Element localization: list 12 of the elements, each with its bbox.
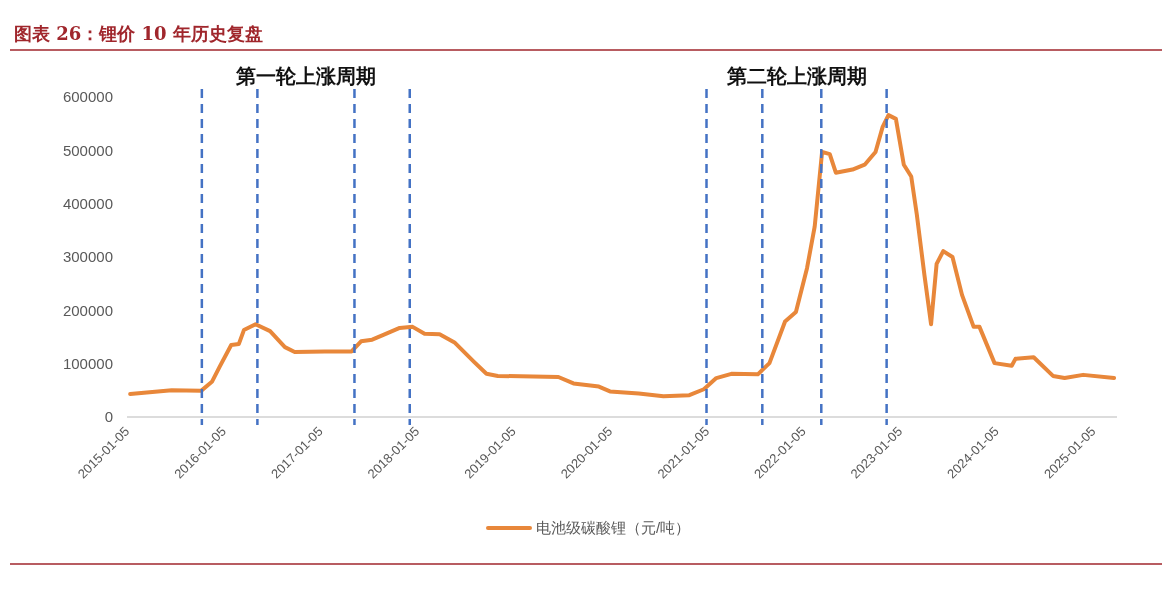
- y-tick-label: 400000: [62, 194, 113, 212]
- y-tick-label: 600000: [62, 88, 113, 106]
- line-series: [128, 113, 1117, 399]
- y-tick-label: 200000: [62, 301, 113, 319]
- text: 第一轮上涨周期: [234, 64, 376, 88]
- y-tick-label: 300000: [62, 248, 113, 266]
- y-tick-label: 0: [104, 408, 113, 426]
- y-tick-label: 100000: [62, 354, 113, 372]
- legend-label: 电池级碳酸锂（元/吨）: [536, 519, 691, 537]
- y-tick-label: 500000: [62, 141, 113, 159]
- chart-title: 图表 26：锂价 10 年历史复盘: [14, 23, 263, 44]
- text: 第二轮上涨周期: [725, 64, 867, 88]
